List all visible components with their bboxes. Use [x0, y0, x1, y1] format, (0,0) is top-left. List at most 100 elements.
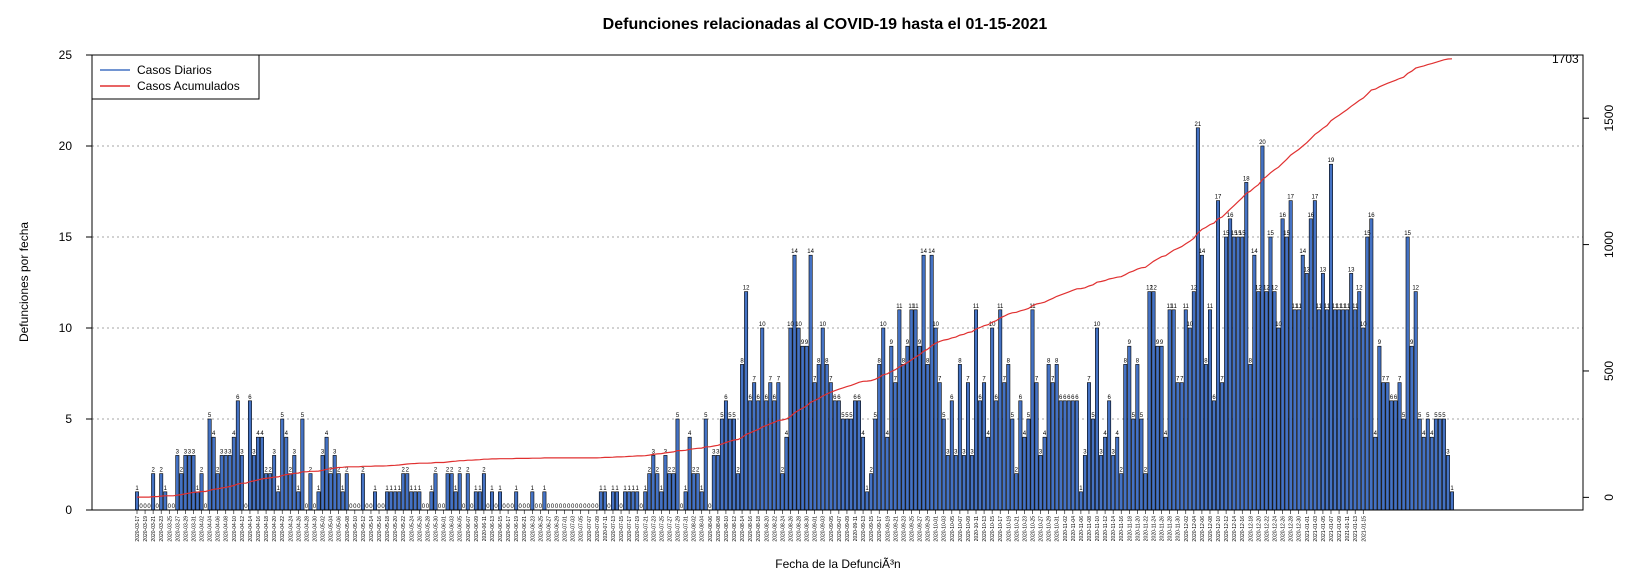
bar: [691, 473, 696, 511]
bar: [861, 436, 866, 511]
bar: [1369, 218, 1374, 511]
bar: [175, 455, 180, 511]
bar-value-label: 8: [1204, 358, 1208, 364]
bar-value-label: 1: [389, 486, 393, 492]
bar: [663, 455, 668, 511]
bar-value-label: 0: [442, 504, 446, 510]
x-tick-label: 2020-08-04: [700, 516, 706, 542]
x-tick-label: 2020-05-12: [361, 516, 367, 542]
x-tick-label: 2020-09-01: [813, 516, 819, 542]
bar: [961, 455, 966, 511]
bar: [836, 400, 841, 511]
bar: [990, 327, 995, 511]
x-tick-label: 2020-12-20: [1256, 516, 1262, 542]
bar-value-label: 19: [1328, 158, 1335, 164]
bar: [780, 473, 785, 511]
x-tick-label: 2020-06-05: [458, 516, 464, 542]
bar: [1393, 400, 1398, 511]
bar: [308, 473, 313, 511]
x-tick-label: 2020-09-11: [853, 516, 859, 541]
bar: [445, 473, 450, 511]
bar-value-label: 1: [398, 486, 402, 492]
x-tick-label: 2020-05-04: [329, 516, 335, 542]
x-tick-label: 2020-06-21: [522, 516, 528, 542]
bar-value-label: 4: [256, 431, 260, 437]
bar-value-label: 3: [1099, 449, 1103, 455]
x-tick-label: 2021-01-13: [1353, 516, 1359, 542]
bar-value-label: 9: [1156, 340, 1160, 346]
bar-value-label: 1: [297, 486, 301, 492]
bar-value-label: 11: [1296, 304, 1303, 310]
bar: [671, 473, 676, 511]
bar-value-label: 1: [478, 486, 482, 492]
bar-value-label: 0: [579, 504, 583, 510]
x-tick-label: 2020-11-06: [1079, 516, 1085, 541]
bar-value-label: 5: [1011, 413, 1015, 419]
bar: [615, 491, 619, 511]
bar-value-label: 0: [619, 504, 623, 510]
bar: [1361, 327, 1366, 511]
bar: [1062, 400, 1067, 511]
x-tick-label: 2020-09-03: [821, 516, 827, 542]
bar: [1252, 254, 1257, 511]
bar-value-label: 1: [627, 486, 631, 492]
bar-value-label: 11: [896, 304, 903, 310]
bar-value-label: 0: [535, 504, 539, 510]
bar: [1010, 418, 1015, 511]
x-tick-label: 2020-08-26: [788, 516, 794, 542]
bar-value-label: 11: [912, 304, 919, 310]
bar-value-label: 5: [301, 413, 305, 419]
bar-value-label: 16: [1279, 213, 1286, 219]
bar-value-label: 2: [289, 468, 293, 474]
bar-value-label: 3: [220, 449, 224, 455]
y-tick-label: 25: [59, 48, 73, 62]
bar-value-label: 2: [696, 468, 700, 474]
x-tick-label: 2020-10-31: [1055, 516, 1061, 542]
bar: [481, 473, 486, 511]
x-tick-label: 2020-06-07: [466, 516, 472, 542]
bar-value-label: 6: [833, 395, 837, 401]
x-tick-label: 2021-01-05: [1321, 516, 1327, 542]
bar-value-label: 3: [946, 449, 950, 455]
bar: [744, 291, 749, 511]
bar-value-label: 7: [938, 377, 942, 383]
bar-value-label: 4: [285, 431, 289, 437]
bar: [631, 491, 636, 511]
bar: [602, 491, 607, 511]
bar-value-label: 2: [180, 468, 184, 474]
bar-value-label: 1: [418, 486, 422, 492]
bar-value-label: 1: [636, 486, 640, 492]
bar-value-label: 6: [853, 395, 857, 401]
bar-value-label: 9: [1128, 340, 1132, 346]
x-tick-label: 2020-09-09: [845, 516, 851, 542]
x-tick-label: 2020-09-17: [877, 516, 883, 542]
bar-value-label: 12: [1412, 286, 1419, 292]
bar-value-label: 12: [1356, 286, 1363, 292]
bar-value-label: 0: [607, 504, 611, 510]
x-tick-label: 2020-08-24: [780, 516, 786, 542]
bar: [598, 491, 603, 511]
bar-value-label: 7: [777, 377, 781, 383]
bar: [1091, 418, 1095, 511]
bar: [183, 455, 188, 511]
bar: [675, 418, 680, 511]
bar-value-label: 1: [498, 486, 502, 492]
bar-value-label: 7: [1051, 377, 1055, 383]
x-tick-label: 2020-04-24: [288, 516, 294, 542]
bar: [1353, 309, 1358, 511]
x-tick-label: 2020-07-23: [651, 516, 657, 542]
x-tick-label: 2020-11-24: [1152, 516, 1158, 541]
bar-value-label: 1: [611, 486, 615, 492]
bar: [925, 364, 930, 511]
x-tick-label: 2020-10-11: [974, 516, 980, 541]
x-tick-label: 2020-03-25: [167, 516, 173, 542]
x-tick-label: 2020-08-12: [732, 516, 738, 542]
bar-value-label: 11: [973, 304, 980, 310]
bar-value-label: 5: [1091, 413, 1095, 419]
bar-value-label: 0: [563, 504, 567, 510]
bar-value-label: 11: [1340, 304, 1347, 310]
bar-value-label: 0: [640, 504, 644, 510]
bar: [453, 491, 458, 511]
x-tick-label: 2020-05-10: [353, 516, 359, 542]
